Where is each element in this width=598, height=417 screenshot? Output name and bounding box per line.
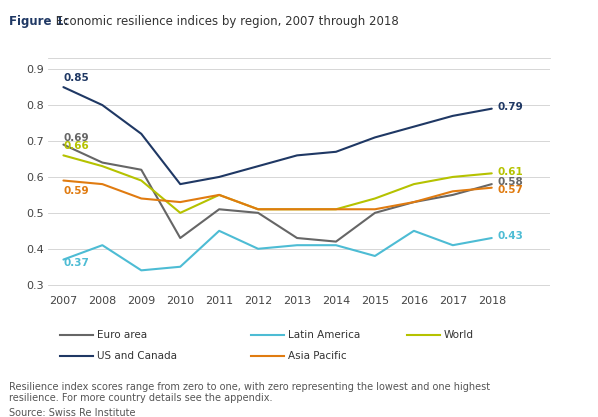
Text: 0.69: 0.69 (63, 133, 89, 143)
Text: Resilience index scores range from zero to one, with zero representing the lowes: Resilience index scores range from zero … (9, 382, 490, 392)
Text: resilience. For more country details see the appendix.: resilience. For more country details see… (9, 393, 273, 403)
Text: 0.61: 0.61 (498, 166, 523, 176)
Text: 0.79: 0.79 (498, 102, 523, 112)
Text: Source: Swiss Re Institute: Source: Swiss Re Institute (9, 408, 136, 417)
Text: Euro area: Euro area (97, 330, 147, 340)
Text: Economic resilience indices by region, 2007 through 2018: Economic resilience indices by region, 2… (52, 15, 399, 28)
Text: Asia Pacific: Asia Pacific (288, 351, 347, 361)
Text: Figure 1:: Figure 1: (9, 15, 69, 28)
Text: 0.85: 0.85 (63, 73, 89, 83)
Text: Latin America: Latin America (288, 330, 361, 340)
Text: 0.58: 0.58 (498, 177, 523, 187)
Text: US and Canada: US and Canada (97, 351, 177, 361)
Text: World: World (444, 330, 474, 340)
Text: 0.43: 0.43 (498, 231, 523, 241)
Text: 0.37: 0.37 (63, 258, 89, 268)
Text: 0.66: 0.66 (63, 141, 89, 151)
Text: 0.57: 0.57 (498, 184, 523, 194)
Text: 0.59: 0.59 (63, 186, 89, 196)
